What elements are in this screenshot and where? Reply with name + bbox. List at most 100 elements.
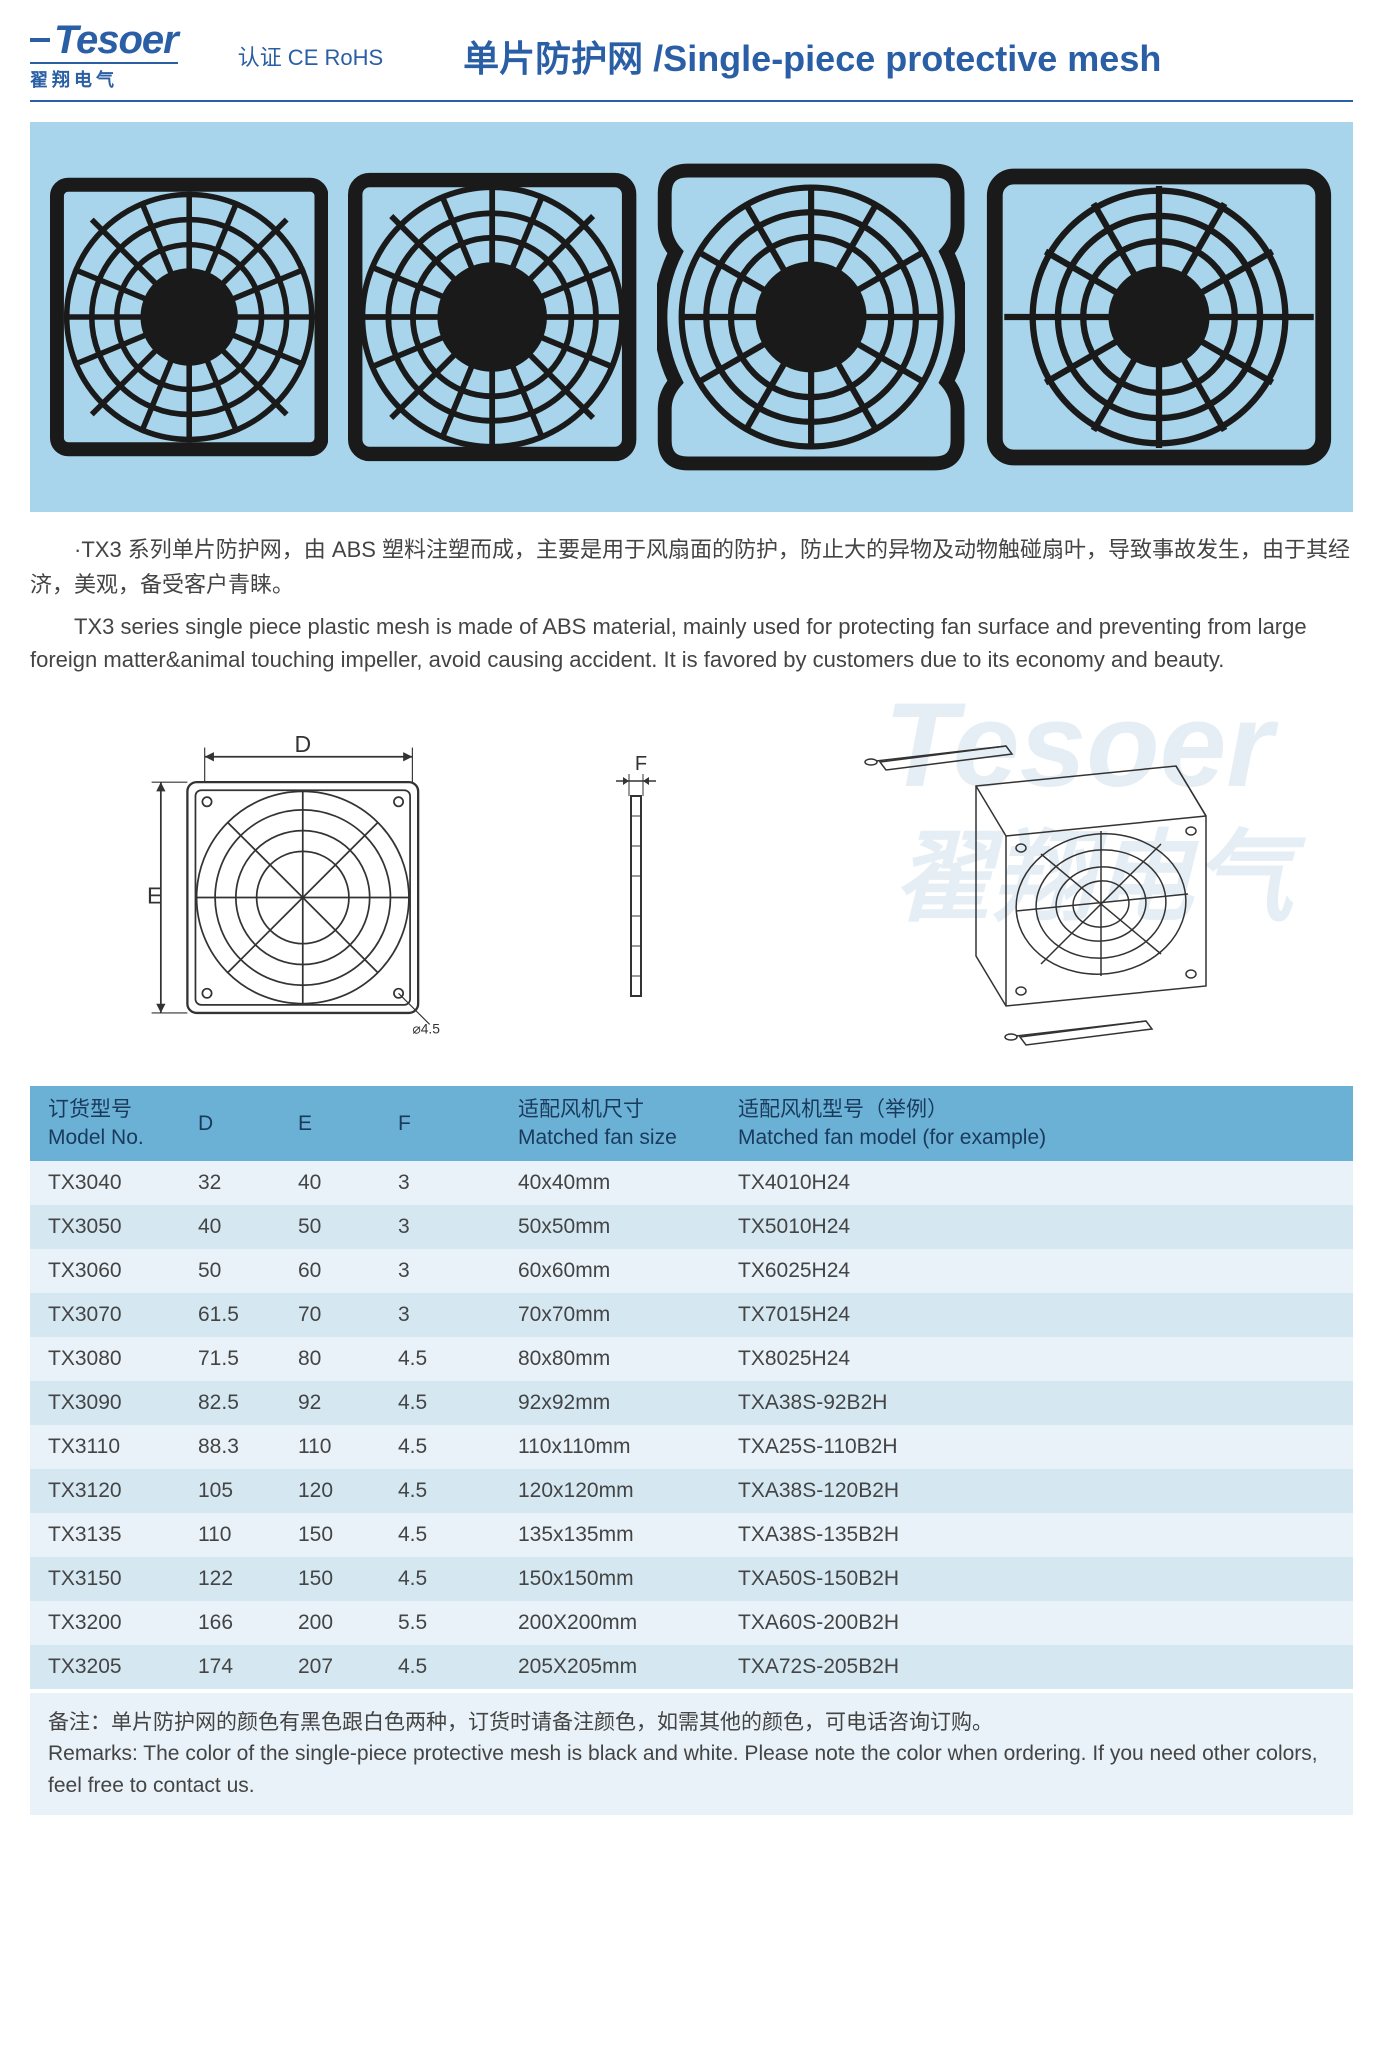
table-cell: 110 [280, 1425, 380, 1469]
svg-text:F: F [635, 753, 647, 775]
table-cell: 3 [380, 1293, 500, 1337]
table-row: TX307061.570370x70mmTX7015H24 [30, 1293, 1353, 1337]
fan-guard-large-icon [985, 167, 1333, 467]
table-cell: 200X200mm [500, 1601, 720, 1645]
table-cell: 80x80mm [500, 1337, 720, 1381]
table-cell: TX3050 [30, 1205, 180, 1249]
table-cell: 207 [280, 1645, 380, 1689]
table-cell: 110 [180, 1513, 280, 1557]
table-cell: 50 [180, 1249, 280, 1293]
table-cell: 32 [180, 1161, 280, 1205]
table-cell: 120 [280, 1469, 380, 1513]
table-row: TX31351101504.5135x135mmTXA38S-135B2H [30, 1513, 1353, 1557]
table-cell: 105 [180, 1469, 280, 1513]
table-cell: 3 [380, 1249, 500, 1293]
fan-guard-square2-icon [348, 172, 636, 462]
table-cell: TX7015H24 [720, 1293, 1353, 1337]
table-row: TX32051742074.5205X205mmTXA72S-205B2H [30, 1645, 1353, 1689]
fan-guard-square-icon [50, 177, 328, 457]
table-row: TX32001662005.5200X200mmTXA60S-200B2H [30, 1601, 1353, 1645]
table-cell: TXA72S-205B2H [720, 1645, 1353, 1689]
table-cell: TX3090 [30, 1381, 180, 1425]
remarks-cn: 备注：单片防护网的颜色有黑色跟白色两种，订货时请备注颜色，如需其他的颜色，可电话… [48, 1707, 1335, 1739]
description-en: TX3 series single piece plastic mesh is … [30, 610, 1353, 676]
table-cell: 3 [380, 1205, 500, 1249]
table-cell: 3 [380, 1161, 500, 1205]
specs-table: 订货型号Model No.DEF适配风机尺寸Matched fan size适配… [30, 1086, 1353, 1689]
svg-text:⌀4.5: ⌀4.5 [413, 1021, 441, 1036]
table-cell: 4.5 [380, 1557, 500, 1601]
remarks-en: Remarks: The color of the single-piece p… [48, 1738, 1335, 1801]
remarks-block: 备注：单片防护网的颜色有黑色跟白色两种，订货时请备注颜色，如需其他的颜色，可电话… [30, 1693, 1353, 1816]
table-cell: 205X205mm [500, 1645, 720, 1689]
table-cell: TXA38S-92B2H [720, 1381, 1353, 1425]
table-cell: TX3200 [30, 1601, 180, 1645]
table-cell: TX3070 [30, 1293, 180, 1337]
table-cell: TX3150 [30, 1557, 180, 1601]
table-cell: 4.5 [380, 1645, 500, 1689]
front-view-diagram-icon: D E ⌀4.5 [147, 736, 447, 1036]
table-header-cell: F [380, 1086, 500, 1161]
table-cell: 150x150mm [500, 1557, 720, 1601]
logo-sub-text: 翟翔电气 [30, 62, 178, 92]
table-cell: 80 [280, 1337, 380, 1381]
table-cell: 71.5 [180, 1337, 280, 1381]
table-cell: TX3040 [30, 1161, 180, 1205]
table-row: TX30403240340x40mmTX4010H24 [30, 1161, 1353, 1205]
table-cell: 4.5 [380, 1425, 500, 1469]
table-cell: 150 [280, 1513, 380, 1557]
page-header: Tesoer 翟翔电气 认证 CE RoHS 单片防护网 /Single-pie… [30, 20, 1353, 102]
table-cell: TXA38S-120B2H [720, 1469, 1353, 1513]
table-row: TX311088.31104.5110x110mmTXA25S-110B2H [30, 1425, 1353, 1469]
table-header: 订货型号Model No.DEF适配风机尺寸Matched fan size适配… [30, 1086, 1353, 1161]
table-row: TX309082.5924.592x92mmTXA38S-92B2H [30, 1381, 1353, 1425]
table-cell: 61.5 [180, 1293, 280, 1337]
fan-guard-round-icon [657, 162, 965, 472]
table-cell: TXA38S-135B2H [720, 1513, 1353, 1557]
table-cell: TX3080 [30, 1337, 180, 1381]
table-cell: 120x120mm [500, 1469, 720, 1513]
table-cell: 4.5 [380, 1513, 500, 1557]
table-cell: TX8025H24 [720, 1337, 1353, 1381]
table-cell: 4.5 [380, 1337, 500, 1381]
dimension-diagram: Tesoer 翟翔电气 D E [30, 696, 1353, 1076]
side-view-diagram-icon: F [601, 736, 681, 1036]
table-cell: TX3205 [30, 1645, 180, 1689]
table-cell: 70x70mm [500, 1293, 720, 1337]
svg-text:D: D [295, 736, 312, 757]
table-row: TX30605060360x60mmTX6025H24 [30, 1249, 1353, 1293]
table-cell: 200 [280, 1601, 380, 1645]
table-body: TX30403240340x40mmTX4010H24TX30504050350… [30, 1161, 1353, 1689]
table-cell: 40x40mm [500, 1161, 720, 1205]
table-cell: TX4010H24 [720, 1161, 1353, 1205]
table-cell: TX6025H24 [720, 1249, 1353, 1293]
table-header-cell: 适配风机型号（举例）Matched fan model (for example… [720, 1086, 1353, 1161]
table-row: TX30504050350x50mmTX5010H24 [30, 1205, 1353, 1249]
table-cell: 60 [280, 1249, 380, 1293]
table-cell: 88.3 [180, 1425, 280, 1469]
table-header-cell: 适配风机尺寸Matched fan size [500, 1086, 720, 1161]
table-row: TX31201051204.5120x120mmTXA38S-120B2H [30, 1469, 1353, 1513]
certification-label: 认证 CE RoHS [238, 40, 383, 72]
table-cell: 166 [180, 1601, 280, 1645]
table-cell: 40 [180, 1205, 280, 1249]
iso-view-diagram-icon [836, 726, 1236, 1046]
table-row: TX308071.5804.580x80mmTX8025H24 [30, 1337, 1353, 1381]
table-header-cell: E [280, 1086, 380, 1161]
description-cn: ·TX3 系列单片防护网，由 ABS 塑料注塑而成，主要是用于风扇面的防护，防止… [30, 532, 1353, 602]
table-cell: TX3060 [30, 1249, 180, 1293]
table-cell: 82.5 [180, 1381, 280, 1425]
page-title: 单片防护网 /Single-piece protective mesh [463, 30, 1161, 82]
table-cell: 110x110mm [500, 1425, 720, 1469]
table-cell: 5.5 [380, 1601, 500, 1645]
logo-main-text: Tesoer [54, 20, 178, 60]
product-hero [30, 122, 1353, 512]
svg-text:E: E [147, 883, 162, 909]
table-cell: TX3135 [30, 1513, 180, 1557]
table-cell: TX5010H24 [720, 1205, 1353, 1249]
table-cell: 60x60mm [500, 1249, 720, 1293]
table-cell: 92x92mm [500, 1381, 720, 1425]
table-cell: 92 [280, 1381, 380, 1425]
table-cell: TXA25S-110B2H [720, 1425, 1353, 1469]
logo: Tesoer 翟翔电气 [30, 20, 178, 92]
